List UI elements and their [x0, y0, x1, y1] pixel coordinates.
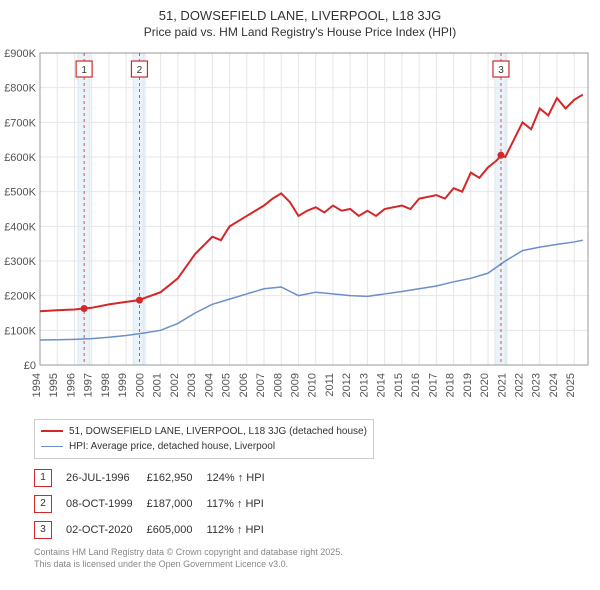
x-tick-label: 1998 [100, 373, 112, 397]
chart-legend: 51, DOWSEFIELD LANE, LIVERPOOL, L18 3JG … [34, 419, 374, 459]
legend-row: 51, DOWSEFIELD LANE, LIVERPOOL, L18 3JG … [41, 424, 367, 439]
x-tick-label: 2003 [186, 373, 198, 397]
y-tick-label: £500K [4, 187, 36, 199]
x-tick-label: 2011 [324, 373, 336, 397]
transaction-price: £162,950 [147, 465, 207, 491]
chart-title-line1: 51, DOWSEFIELD LANE, LIVERPOOL, L18 3JG [0, 0, 600, 25]
transaction-date: 08-OCT-1999 [66, 491, 147, 517]
x-tick-label: 2012 [341, 373, 353, 397]
x-tick-label: 2010 [307, 373, 319, 397]
y-tick-label: £100K [4, 325, 36, 337]
x-tick-label: 2000 [134, 373, 146, 397]
footer-line2: This data is licensed under the Open Gov… [34, 559, 580, 571]
legend-swatch [41, 446, 63, 447]
transaction-row: 1 26-JUL-1996£162,950124% ↑ HPI [34, 465, 279, 491]
y-tick-label: £200K [4, 291, 36, 303]
x-tick-label: 1997 [83, 373, 95, 397]
x-tick-label: 1999 [117, 373, 129, 397]
transaction-marker-number: 1 [81, 65, 87, 76]
x-tick-label: 2013 [358, 373, 370, 397]
transaction-row-marker: 1 [34, 469, 52, 487]
y-tick-label: £700K [4, 117, 36, 129]
transaction-date: 02-OCT-2020 [66, 517, 147, 543]
x-tick-label: 2002 [169, 373, 181, 397]
x-tick-label: 1994 [31, 373, 43, 397]
x-tick-label: 1996 [65, 373, 77, 397]
x-tick-label: 2009 [289, 373, 301, 397]
y-tick-label: £800K [4, 83, 36, 95]
transaction-price: £605,000 [147, 517, 207, 543]
x-tick-label: 2024 [548, 373, 560, 397]
x-tick-label: 2025 [565, 373, 577, 397]
x-tick-label: 2023 [531, 373, 543, 397]
x-tick-label: 2008 [272, 373, 284, 397]
transaction-date: 26-JUL-1996 [66, 465, 147, 491]
x-tick-label: 2006 [238, 373, 250, 397]
line-chart-svg: £0 £100K £200K £300K £400K £500K £600K £700K £80… [0, 45, 600, 415]
x-tick-label: 2015 [393, 373, 405, 397]
legend-label: HPI: Average price, detached house, Live… [69, 439, 275, 454]
x-tick-label: 1995 [48, 373, 60, 397]
transactions-table: 1 26-JUL-1996£162,950124% ↑ HPI 2 08-OCT-19… [34, 465, 279, 543]
transaction-vs-hpi: 124% ↑ HPI [207, 465, 279, 491]
x-tick-label: 2005 [221, 373, 233, 397]
x-tick-label: 2007 [255, 373, 267, 397]
x-tick-label: 2014 [376, 373, 388, 397]
transaction-marker-dot [136, 297, 143, 304]
x-tick-label: 2016 [410, 373, 422, 397]
transaction-vs-hpi: 112% ↑ HPI [207, 517, 279, 543]
x-tick-label: 2021 [496, 373, 508, 397]
x-tick-label: 2020 [479, 373, 491, 397]
y-tick-label: £300K [4, 256, 36, 268]
legend-row: HPI: Average price, detached house, Live… [41, 439, 367, 454]
legend-swatch [41, 430, 63, 432]
transaction-marker-number: 2 [137, 65, 143, 76]
legend-label: 51, DOWSEFIELD LANE, LIVERPOOL, L18 3JG … [69, 424, 367, 439]
transaction-marker-number: 3 [498, 65, 504, 76]
x-tick-label: 2004 [203, 373, 215, 397]
y-tick-label: £400K [4, 221, 36, 233]
x-tick-label: 2022 [514, 373, 526, 397]
footer-attribution: Contains HM Land Registry data © Crown c… [34, 547, 580, 570]
x-tick-label: 2018 [445, 373, 457, 397]
x-tick-label: 2001 [152, 373, 164, 397]
chart-title-line2: Price paid vs. HM Land Registry's House … [0, 25, 600, 45]
transaction-price: £187,000 [147, 491, 207, 517]
transaction-marker-dot [81, 305, 88, 312]
y-tick-label: £0 [24, 360, 36, 372]
transaction-row-marker: 2 [34, 495, 52, 513]
x-tick-label: 2019 [462, 373, 474, 397]
y-tick-label: £600K [4, 152, 36, 164]
x-tick-label: 2017 [427, 373, 439, 397]
transaction-row: 2 08-OCT-1999£187,000117% ↑ HPI [34, 491, 279, 517]
chart-area: £0 £100K £200K £300K £400K £500K £600K £700K £80… [0, 45, 600, 415]
transaction-row-marker: 3 [34, 521, 52, 539]
y-tick-label: £900K [4, 48, 36, 60]
transaction-row: 3 02-OCT-2020£605,000112% ↑ HPI [34, 517, 279, 543]
transaction-vs-hpi: 117% ↑ HPI [207, 491, 279, 517]
footer-line1: Contains HM Land Registry data © Crown c… [34, 547, 580, 559]
transaction-marker-dot [497, 152, 504, 159]
